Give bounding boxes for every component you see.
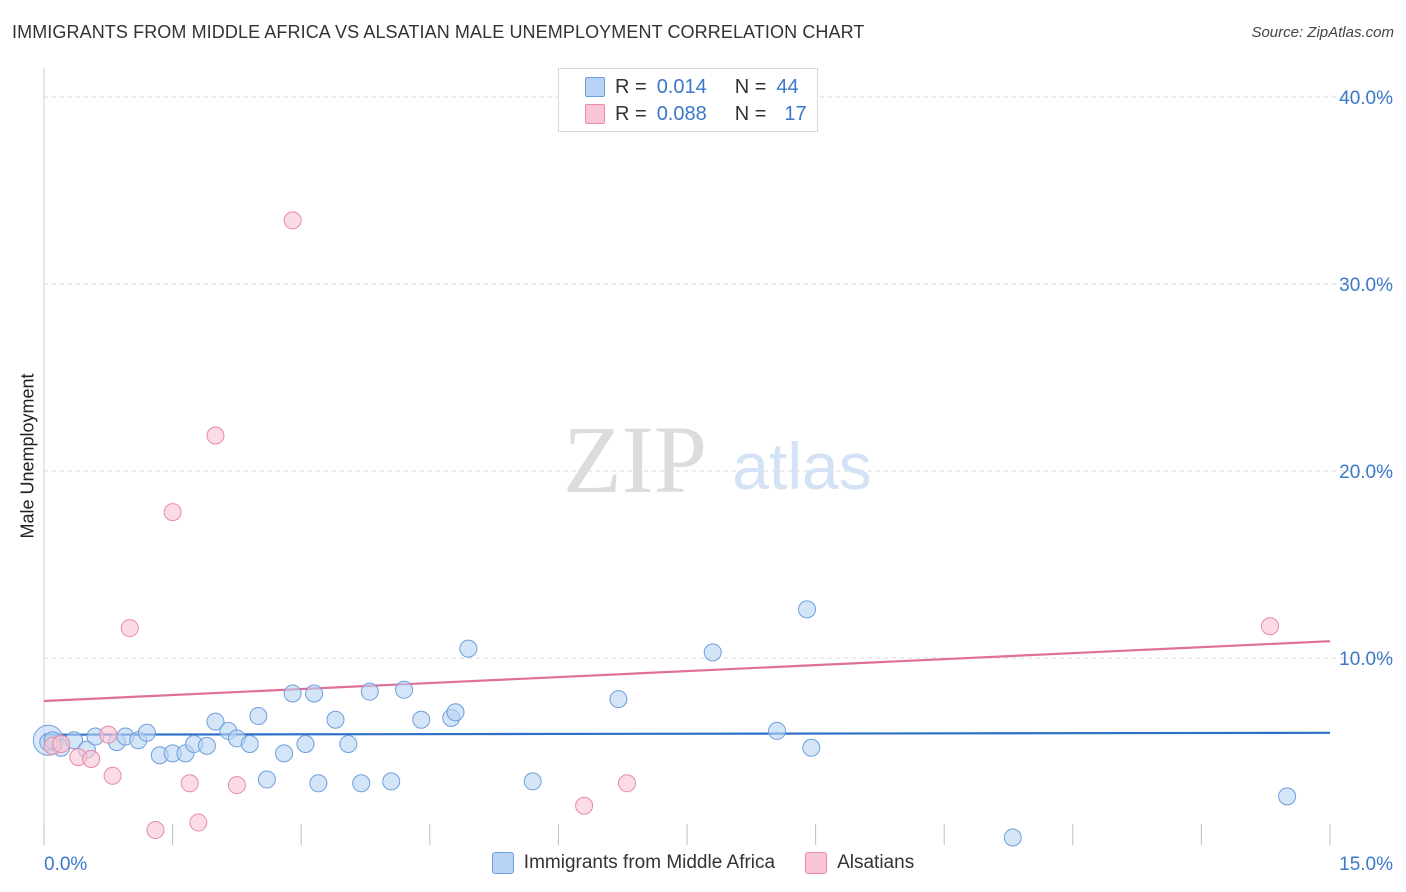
data-point-pink	[120, 619, 139, 638]
data-point-blue	[206, 712, 225, 731]
x-tick-label: 15.0%	[1339, 854, 1393, 875]
trend-line-pink	[43, 640, 1331, 703]
data-points	[32, 211, 1297, 847]
legend-swatch-pink	[805, 852, 828, 874]
legend-n-value-2: 17	[784, 102, 807, 125]
y-tick-label: 40.0%	[1339, 88, 1393, 109]
legend-swatch-pink	[585, 104, 605, 124]
data-point-pink	[99, 725, 118, 744]
data-point-pink	[82, 749, 101, 768]
data-point-pink	[180, 774, 199, 793]
data-point-blue	[257, 770, 276, 789]
data-point-blue	[360, 682, 379, 701]
data-point-pink	[283, 211, 302, 230]
data-point-blue	[352, 774, 371, 793]
legend-swatch-blue	[585, 77, 605, 97]
data-point-blue	[802, 738, 821, 757]
legend-label-middle-africa: Immigrants from Middle Africa	[523, 852, 776, 873]
data-point-pink	[206, 426, 225, 445]
legend-r-value-1: 0.014	[656, 75, 707, 98]
data-point-blue	[382, 772, 401, 791]
y-tick-label: 30.0%	[1339, 275, 1393, 296]
x-tick-label: 0.0%	[44, 854, 87, 875]
data-point-pink	[146, 821, 165, 840]
data-point-blue	[446, 703, 465, 722]
data-point-blue	[240, 735, 259, 754]
legend-item-alsatians: Alsatians	[805, 852, 914, 874]
data-point-blue	[1003, 828, 1022, 847]
data-point-blue	[275, 744, 294, 763]
data-point-blue	[1278, 787, 1297, 806]
data-point-blue	[459, 639, 478, 658]
tick-labels: 10.0% 20.0% 30.0% 40.0% 0.0% 15.0%	[44, 88, 1393, 875]
legend-item-middle-africa: Immigrants from Middle Africa	[491, 852, 776, 874]
data-point-blue	[523, 772, 542, 791]
data-point-blue	[305, 684, 324, 703]
data-point-blue	[283, 684, 302, 703]
data-point-blue	[798, 600, 817, 619]
correlation-legend: R = 0.014 N = 44 R = 0.088 N = 17	[558, 68, 818, 132]
data-point-blue	[339, 735, 358, 754]
data-point-blue	[703, 643, 722, 662]
data-point-pink	[52, 735, 71, 754]
data-point-pink	[189, 813, 208, 832]
trend-line-blue	[43, 731, 1331, 736]
data-point-blue	[197, 736, 216, 755]
data-point-blue	[412, 710, 431, 729]
legend-n-label: N =	[734, 75, 767, 98]
legend-n-label: N =	[734, 102, 767, 125]
watermark-atlas: atlas	[732, 429, 871, 503]
data-point-blue	[137, 723, 156, 742]
legend-r-value-2: 0.088	[656, 102, 707, 125]
data-point-pink	[1260, 617, 1279, 636]
data-point-blue	[609, 690, 628, 709]
legend-n-value-1: 44	[776, 75, 799, 98]
data-point-blue	[296, 735, 315, 754]
source-label: Source: ZipAtlas.com	[1251, 24, 1394, 41]
watermark: ZIP atlas	[563, 406, 872, 513]
chart-title: IMMIGRANTS FROM MIDDLE AFRICA VS ALSATIA…	[12, 22, 865, 42]
legend-label-alsatians: Alsatians	[837, 852, 915, 873]
y-tick-label: 10.0%	[1339, 649, 1393, 670]
data-point-blue	[309, 774, 328, 793]
legend-swatch-blue	[491, 852, 514, 874]
grid-layer	[44, 96, 1392, 659]
data-point-pink	[163, 503, 182, 522]
legend-row-series2: R = 0.088 N = 17	[585, 102, 807, 126]
data-point-blue	[768, 721, 787, 740]
legend-r-label: R =	[615, 102, 647, 125]
y-tick-label: 20.0%	[1339, 462, 1393, 483]
watermark-zip: ZIP	[563, 406, 707, 513]
data-point-pink	[103, 766, 122, 785]
legend-r-label: R =	[615, 75, 647, 98]
trend-lines	[43, 640, 1331, 736]
axis-layer	[43, 68, 1331, 845]
data-point-pink	[617, 774, 636, 793]
legend-row-series1: R = 0.014 N = 44	[585, 75, 799, 99]
data-point-blue	[326, 710, 345, 729]
data-point-blue	[395, 680, 414, 699]
data-point-blue	[249, 706, 268, 725]
series-legend: Immigrants from Middle Africa Alsatians	[0, 852, 1406, 874]
data-point-pink	[227, 776, 246, 795]
data-point-pink	[575, 796, 594, 815]
